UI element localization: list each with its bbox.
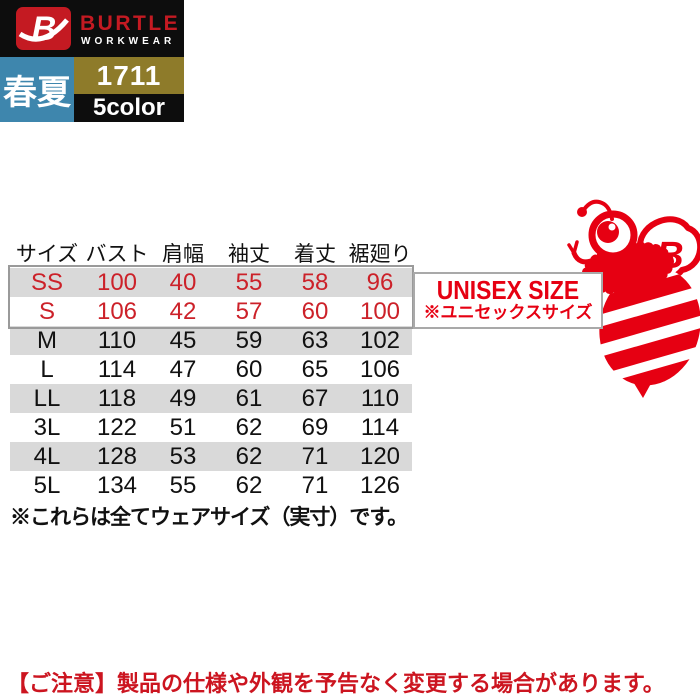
length-cell: 60 [301, 297, 329, 325]
length-cell: 69 [301, 413, 329, 441]
length-cell: 63 [301, 326, 329, 354]
bust-cell: 134 [96, 471, 138, 499]
bust-cell: 128 [96, 442, 138, 470]
bust-cell: 118 [97, 384, 137, 412]
size-cell: 5L [33, 471, 61, 499]
col-header-hem: 裾廻り [348, 243, 412, 266]
unisex-size-box: UNISEX SIZE ※ユニセックスサイズ [413, 272, 603, 329]
shoulder-cell: 55 [169, 471, 197, 499]
hem-cell: 102 [359, 326, 401, 354]
sleeve-cell: 60 [235, 355, 263, 383]
shoulder-cell: 47 [169, 355, 197, 383]
bust-cell: 106 [96, 297, 138, 325]
size-cell: 4L [33, 442, 61, 470]
shoulder-cell: 53 [169, 442, 197, 470]
unisex-size-title: UNISEX SIZE [436, 275, 580, 305]
table-row-ss: SS 100 40 55 58 96 [10, 268, 412, 297]
bust-cell: 114 [97, 355, 137, 383]
hem-cell: 106 [359, 355, 401, 383]
size-cell: L [40, 355, 54, 383]
table-row-l: L 114 47 60 65 106 [10, 355, 412, 384]
length-cell: 71 [301, 442, 329, 470]
season-badge: 春夏 [0, 57, 74, 122]
model-number-badge: 1711 [74, 57, 184, 94]
brand-logo: B BURTLE WORKWEAR [0, 0, 184, 57]
hem-cell: 96 [366, 268, 394, 296]
hem-cell: 110 [360, 384, 400, 412]
col-header-bust: バスト [85, 243, 149, 266]
col-header-shoulder: 肩幅 [162, 243, 204, 266]
size-cell: 3L [33, 413, 61, 441]
shoulder-cell: 51 [169, 413, 197, 441]
sleeve-cell: 55 [235, 268, 263, 296]
shoulder-cell: 45 [169, 326, 197, 354]
shoulder-cell: 49 [169, 384, 197, 412]
shoulder-cell: 40 [169, 268, 197, 296]
brand-name: BURTLE [80, 12, 181, 35]
table-header-row: サイズ バスト 肩幅 袖丈 着丈 裾廻り [10, 238, 412, 268]
col-header-length: 着丈 [294, 243, 336, 266]
sleeve-cell: 62 [235, 471, 263, 499]
bust-cell: 110 [97, 326, 137, 354]
hem-cell: 114 [360, 413, 400, 441]
unisex-size-subtitle: ※ユニセックスサイズ [423, 303, 593, 322]
col-header-size: サイズ [15, 243, 79, 266]
bottom-notice: 【ご注意】製品の仕様や外観を予告なく変更する場合があります。 [7, 671, 665, 696]
table-row-m: M 110 45 59 63 102 [10, 326, 412, 355]
hem-cell: 120 [359, 442, 401, 470]
length-cell: 65 [301, 355, 329, 383]
size-table: サイズ バスト 肩幅 袖丈 着丈 裾廻り SS 100 40 55 58 96 [10, 238, 412, 500]
hem-cell: 100 [359, 297, 401, 325]
sleeve-cell: 59 [235, 326, 263, 354]
table-row-ll: LL 118 49 61 67 110 [10, 384, 412, 413]
size-cell: LL [33, 384, 61, 412]
table-row-3l: 3L 122 51 62 69 114 [10, 413, 412, 442]
sleeve-cell: 61 [235, 384, 263, 412]
color-count-badge: 5color [74, 94, 184, 122]
col-header-sleeve: 袖丈 [228, 243, 270, 266]
burtle-b-mark-icon: B [16, 7, 71, 50]
sleeve-cell: 62 [235, 442, 263, 470]
size-cell: SS [30, 268, 63, 296]
sleeve-cell: 57 [235, 297, 263, 325]
shoulder-cell: 42 [169, 297, 197, 325]
svg-text:B: B [32, 10, 57, 48]
sleeve-cell: 62 [235, 413, 263, 441]
bust-cell: 122 [96, 413, 138, 441]
table-row-5l: 5L 134 55 62 71 126 [10, 471, 412, 500]
size-cell: M [37, 326, 57, 354]
bust-cell: 100 [96, 268, 138, 296]
size-table-container: サイズ バスト 肩幅 袖丈 着丈 裾廻り SS 100 40 55 58 96 [8, 238, 414, 500]
size-cell: S [38, 297, 55, 325]
hem-cell: 126 [359, 471, 401, 499]
length-cell: 58 [301, 268, 329, 296]
length-cell: 67 [301, 384, 329, 412]
length-cell: 71 [301, 471, 329, 499]
table-row-4l: 4L 128 53 62 71 120 [10, 442, 412, 471]
size-footnote: ※これらは全てウェアサイズ（実寸）です。 [10, 506, 408, 529]
table-row-s: S 106 42 57 60 100 [10, 297, 412, 326]
brand-subtitle: WORKWEAR [81, 36, 176, 47]
